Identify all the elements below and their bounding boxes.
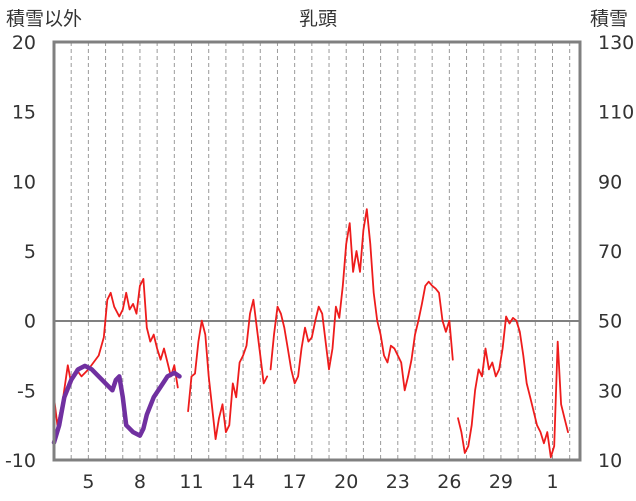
chart-title: 乳頭 [299,8,337,30]
right-tick-label: 90 [598,171,622,193]
series-1-line [53,277,179,427]
left-axis-label: 積雪以外 [6,8,82,30]
x-axis: 5 8 11 14 17 20 23 26 29 1 [82,471,558,493]
x-tick-label: 5 [82,471,94,493]
left-tick-label: 5 [24,241,36,263]
left-tick-label: 15 [12,102,36,124]
x-tick-label: 26 [437,471,461,493]
x-tick-label: 1 [546,471,558,493]
x-tick-label: 29 [489,471,513,493]
left-tick-label: -10 [5,450,36,472]
right-tick-label: 50 [598,311,622,333]
x-tick-label: 8 [134,471,146,493]
left-tick-label: -5 [17,380,36,402]
series-1-line [269,208,454,392]
left-axis: -10 -5 0 5 10 15 20 [5,32,36,472]
plot-frame [52,40,582,462]
x-tick-label: 20 [334,471,358,493]
x-tick-label: 17 [283,471,307,493]
x-tick-label: 14 [231,471,255,493]
right-tick-label: 70 [598,241,622,263]
left-tick-label: 10 [12,171,36,193]
right-tick-label: 30 [598,380,622,402]
right-axis-label: 積雪 [590,8,628,30]
series-1-line [187,298,269,441]
right-tick-label: 10 [598,450,622,472]
series-1-line [457,315,569,459]
vertical-grid [70,42,571,460]
right-tick-label: 130 [598,32,634,54]
series-2-line [51,363,182,445]
left-tick-label: 20 [12,32,36,54]
right-tick-label: 110 [598,102,634,124]
series-group [51,208,569,459]
right-axis: 10 30 50 70 90 110 130 [598,32,634,472]
x-tick-label: 11 [179,471,203,493]
x-tick-label: 23 [386,471,410,493]
left-tick-label: 0 [24,311,36,333]
